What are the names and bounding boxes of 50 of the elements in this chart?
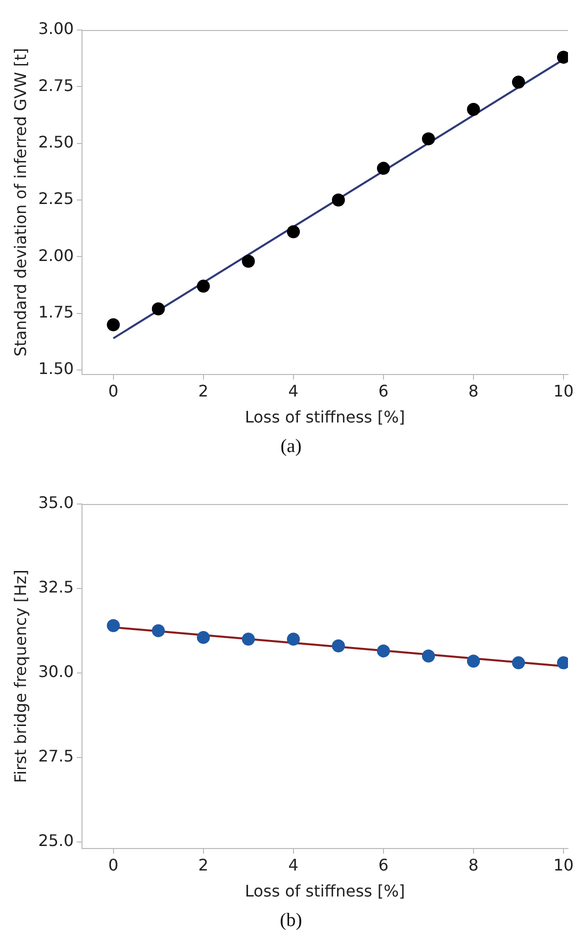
point (512, 76, 525, 89)
point (332, 639, 345, 652)
point (106, 318, 120, 332)
point (196, 630, 210, 644)
x-tick-label: 6 (378, 855, 389, 874)
point (286, 225, 300, 238)
y-tick-label: 30.0 (38, 662, 74, 682)
y-tick-label: 25.0 (38, 831, 74, 850)
point (242, 254, 255, 268)
point (466, 102, 480, 116)
y-tick-label: 2.25 (38, 189, 74, 208)
text: (b) (278, 910, 304, 932)
y-tick-label: 2.50 (38, 132, 74, 152)
y-axis-title: First bridge frequency [Hz] (10, 570, 30, 784)
x-tick-label: 2 (198, 855, 208, 874)
x-axis-title: Loss of stiffness [%] (244, 882, 406, 901)
y-tick-label: 1.75 (38, 302, 74, 322)
point (466, 654, 480, 668)
point (422, 132, 435, 146)
point (512, 656, 525, 670)
point (422, 650, 435, 663)
y-tick-label: 35.0 (38, 493, 74, 512)
y-tick-label: 27.5 (38, 746, 74, 766)
y-tick-label: 1.50 (38, 359, 74, 378)
text: (a) (279, 436, 303, 458)
x-tick-label: 4 (288, 855, 298, 874)
point (196, 280, 210, 293)
point (286, 632, 300, 646)
point (242, 632, 255, 646)
x-tick-label: 10 (553, 855, 574, 874)
x-tick-label: 2 (198, 381, 208, 400)
point (106, 619, 120, 632)
x-axis-title: Loss of stiffness [%] (244, 408, 406, 427)
x-tick-label: 10 (553, 381, 574, 400)
y-axis-title: Standard deviation of inferred GVW [t] (10, 48, 30, 357)
x-tick-label: 6 (378, 381, 389, 400)
point (152, 302, 165, 316)
point (152, 624, 165, 638)
y-tick-label: 32.5 (38, 578, 74, 597)
x-tick-label: 8 (468, 381, 479, 400)
y-tick-label: 3.00 (38, 19, 74, 38)
x-tick-label: 0 (108, 381, 118, 400)
y-tick-label: 2.75 (38, 76, 74, 95)
x-tick-label: 8 (468, 855, 479, 874)
point (376, 162, 390, 175)
x-tick-label: 0 (108, 855, 118, 874)
x-tick-label: 4 (288, 381, 298, 400)
point (332, 194, 345, 207)
y-tick-label: 2.00 (38, 246, 74, 265)
point (376, 644, 390, 658)
